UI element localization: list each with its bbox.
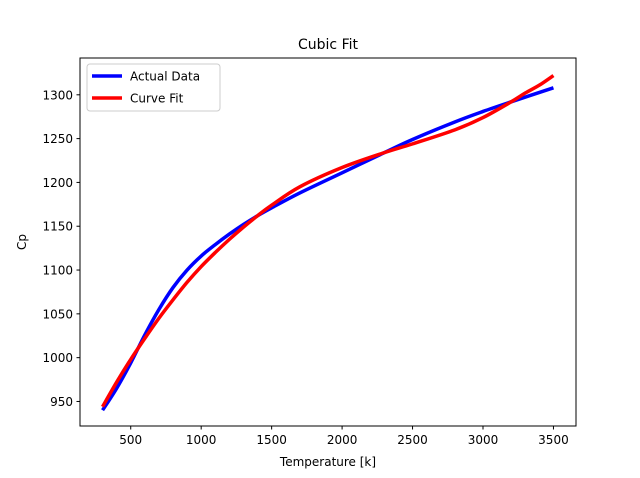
series-layer	[101, 74, 555, 412]
x-tick-label: 1500	[256, 433, 287, 447]
y-tick-label: 1050	[42, 307, 73, 321]
chart-title: Cubic Fit	[298, 37, 358, 53]
series-line-actual-data	[101, 86, 555, 412]
x-tick-label: 2000	[327, 433, 358, 447]
y-tick-label: 1200	[42, 176, 73, 190]
x-tick-label: 2500	[397, 433, 428, 447]
y-tick-label: 1250	[42, 132, 73, 146]
series-line-curve-fit	[101, 74, 555, 408]
legend-label-curve-fit: Curve Fit	[130, 92, 184, 106]
x-tick-label: 3000	[468, 433, 499, 447]
legend-label-actual-data: Actual Data	[130, 70, 200, 84]
x-tick-label: 3500	[538, 433, 569, 447]
y-axis-title: Cp	[15, 234, 29, 250]
plot-area	[79, 57, 577, 427]
y-tick-label: 1150	[42, 220, 73, 234]
x-axis-title: Temperature [k]	[279, 455, 376, 469]
y-tick-label: 1100	[42, 264, 73, 278]
y-tick-label: 1300	[42, 88, 73, 102]
y-tick-label: 1000	[42, 351, 73, 365]
legend: Actual Data Curve Fit	[86, 63, 221, 112]
x-tick-label: 1000	[186, 433, 217, 447]
plot-frame	[79, 57, 577, 427]
y-tick-label: 950	[50, 395, 73, 409]
x-tick-label: 500	[119, 433, 142, 447]
y-axis: 950 1000 1050 1100 1150 1200 1250 1300	[42, 88, 80, 409]
x-axis: 500 1000 1500 2000 2500 3000 3500	[119, 426, 569, 447]
